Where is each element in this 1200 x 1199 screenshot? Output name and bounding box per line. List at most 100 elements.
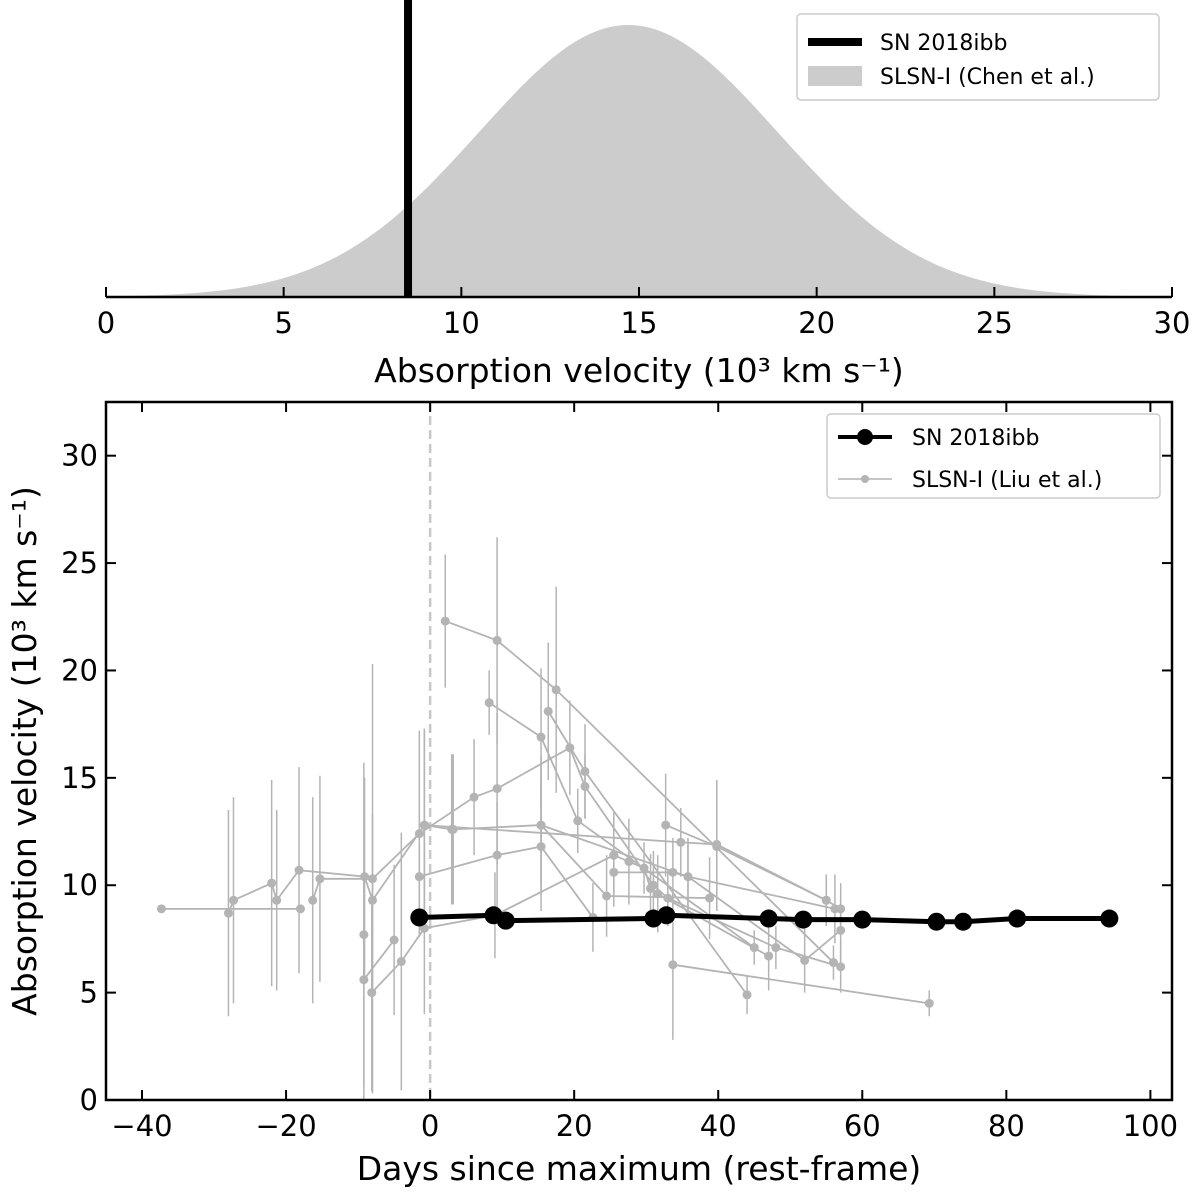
slsn-point bbox=[295, 904, 305, 914]
legend-liu-label: SLSN-I (Liu et al.) bbox=[912, 468, 1102, 493]
x-tick-label: 10 bbox=[443, 306, 480, 340]
chen-distribution-area bbox=[106, 25, 1172, 297]
slsn-point bbox=[602, 891, 612, 901]
slsn-point bbox=[492, 850, 502, 860]
slsn-series-9 bbox=[543, 642, 752, 1015]
x-tick-label: 100 bbox=[1123, 1109, 1178, 1143]
velocity-evolution-panel: −40 −20 0 20 40 60 80 100 0 5 10 15 20 25 30 bbox=[61, 400, 1178, 1143]
x-tick-label: 15 bbox=[621, 306, 658, 340]
y-tick-label: 10 bbox=[61, 868, 98, 902]
sn2018ibb-point bbox=[759, 909, 778, 928]
slsn-point bbox=[294, 865, 304, 875]
slsn-point bbox=[821, 895, 831, 905]
x-tick-label: 20 bbox=[798, 306, 835, 340]
slsn-point bbox=[639, 863, 649, 873]
x-tick-label: 0 bbox=[421, 1109, 439, 1143]
slsn-series-3 bbox=[419, 730, 846, 935]
slsn-point bbox=[624, 857, 634, 867]
legend-sn2018ibb-label: SN 2018ibb bbox=[880, 31, 1007, 56]
slsn-point bbox=[800, 955, 810, 965]
slsn-point bbox=[156, 904, 166, 914]
slsn-point bbox=[359, 930, 369, 940]
slsn-point bbox=[742, 990, 752, 1000]
x-tick-label: −40 bbox=[111, 1109, 172, 1143]
slsn-point bbox=[469, 792, 479, 802]
slsn-point bbox=[653, 889, 663, 899]
x-tick-label: 80 bbox=[988, 1109, 1025, 1143]
slsn-point bbox=[389, 935, 399, 945]
slsn-point bbox=[683, 872, 693, 882]
x-tick-label: 25 bbox=[976, 306, 1013, 340]
slsn-series-15 bbox=[536, 764, 846, 993]
slsn-point bbox=[414, 872, 424, 882]
slsn-point bbox=[543, 706, 553, 716]
slsn-line bbox=[540, 824, 842, 962]
slsn-point bbox=[396, 956, 406, 966]
slsn-point bbox=[315, 874, 325, 884]
slsn-point bbox=[536, 820, 546, 830]
sn2018ibb-point bbox=[954, 912, 973, 931]
top-x-axis-label: Absorption velocity (10³ km s⁻¹) bbox=[374, 351, 904, 390]
slsn-point bbox=[368, 874, 377, 884]
sn2018ibb-point bbox=[1008, 909, 1027, 928]
slsn-point bbox=[484, 698, 494, 708]
sn2018ibb-point bbox=[794, 910, 813, 929]
top-legend: SN 2018ibb SLSN-I (Chen et al.) bbox=[796, 13, 1160, 101]
slsn-point bbox=[828, 958, 838, 968]
slsn-line bbox=[227, 824, 452, 914]
slsn-series-1 bbox=[223, 728, 457, 1017]
slsn-point bbox=[551, 685, 561, 695]
slsn-point bbox=[573, 816, 583, 826]
y-tick-label: 30 bbox=[61, 439, 98, 473]
y-tick-label: 20 bbox=[61, 653, 98, 687]
slsn-point bbox=[676, 837, 686, 847]
slsn-point bbox=[705, 893, 715, 903]
slsn-series-7 bbox=[440, 537, 838, 980]
sn2018ibb-point bbox=[1100, 909, 1119, 928]
slsn-point bbox=[440, 616, 450, 626]
slsn-point bbox=[836, 925, 846, 935]
slsn-point bbox=[272, 895, 282, 905]
slsn-point bbox=[492, 635, 502, 645]
sn2018ibb-point bbox=[657, 906, 676, 925]
slsn-point bbox=[580, 766, 590, 776]
sn2018ibb-point bbox=[927, 912, 946, 931]
slsn-point bbox=[448, 824, 458, 834]
slsn-point bbox=[367, 988, 377, 998]
slsn-point bbox=[609, 867, 619, 877]
sn2018ibb-point bbox=[853, 910, 872, 929]
plot-frame bbox=[104, 400, 1174, 1102]
x-tick-label: 30 bbox=[1154, 306, 1191, 340]
slsn-point bbox=[764, 951, 774, 961]
x-tick-label: −20 bbox=[255, 1109, 316, 1143]
x-tick-label: 20 bbox=[556, 1109, 593, 1143]
velocity-distribution-panel: 0 5 10 15 20 25 30 bbox=[97, 0, 1191, 340]
legend-chen-label: SLSN-I (Chen et al.) bbox=[880, 65, 1095, 90]
slsn-point bbox=[223, 908, 233, 918]
sn2018ibb-point bbox=[410, 908, 429, 927]
slsn-point bbox=[661, 820, 671, 830]
slsn-point bbox=[668, 960, 678, 970]
bottom-legend: SN 2018ibb SLSN-I (Liu et al.) bbox=[826, 413, 1161, 499]
slsn-point bbox=[419, 820, 429, 830]
slsn-line bbox=[311, 746, 841, 968]
slsn-line bbox=[444, 620, 835, 964]
slsn-point bbox=[267, 878, 277, 888]
bottom-y-axis-label: Absorption velocity (10³ km s⁻¹) bbox=[5, 486, 44, 1016]
slsn-point bbox=[924, 998, 934, 1008]
slsn-line bbox=[419, 845, 594, 918]
legend-sn2018ibb-label-bottom: SN 2018ibb bbox=[912, 426, 1039, 451]
slsn-point bbox=[414, 829, 424, 839]
slsn-series-2 bbox=[308, 664, 846, 1094]
y-tick-label: 25 bbox=[61, 546, 98, 580]
sn2018ibb-point bbox=[496, 911, 515, 930]
x-tick-label: 40 bbox=[700, 1109, 737, 1143]
slsn-point bbox=[359, 975, 369, 985]
slsn-point bbox=[830, 904, 840, 914]
legend-liu-marker bbox=[861, 475, 869, 483]
slsn-point bbox=[308, 895, 318, 905]
slsn-point bbox=[836, 962, 846, 972]
bottom-x-axis-label: Days since maximum (rest-frame) bbox=[357, 1149, 922, 1188]
slsn-line bbox=[672, 963, 930, 1005]
